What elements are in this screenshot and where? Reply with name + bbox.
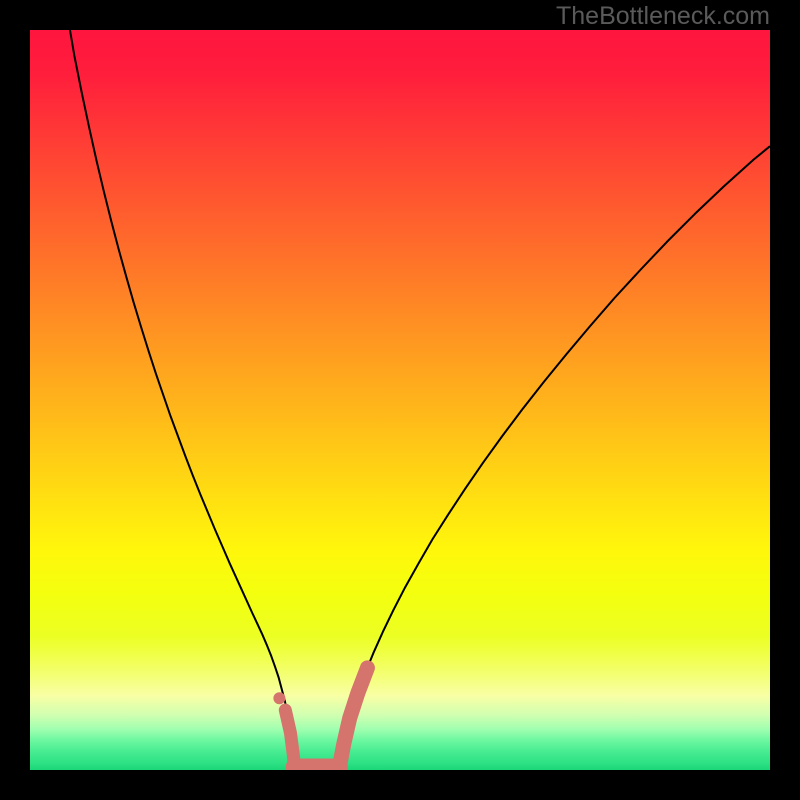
- plot-area: [30, 30, 770, 770]
- watermark-text: TheBottleneck.com: [556, 2, 770, 31]
- curve-right: [339, 146, 770, 767]
- chart-frame: TheBottleneck.com: [0, 0, 800, 800]
- overlay-dot: [273, 692, 285, 704]
- plot-svg: [30, 30, 770, 770]
- curve-left: [70, 30, 294, 767]
- overlay-left-stub: [285, 710, 294, 767]
- overlay-right-stub: [339, 668, 367, 767]
